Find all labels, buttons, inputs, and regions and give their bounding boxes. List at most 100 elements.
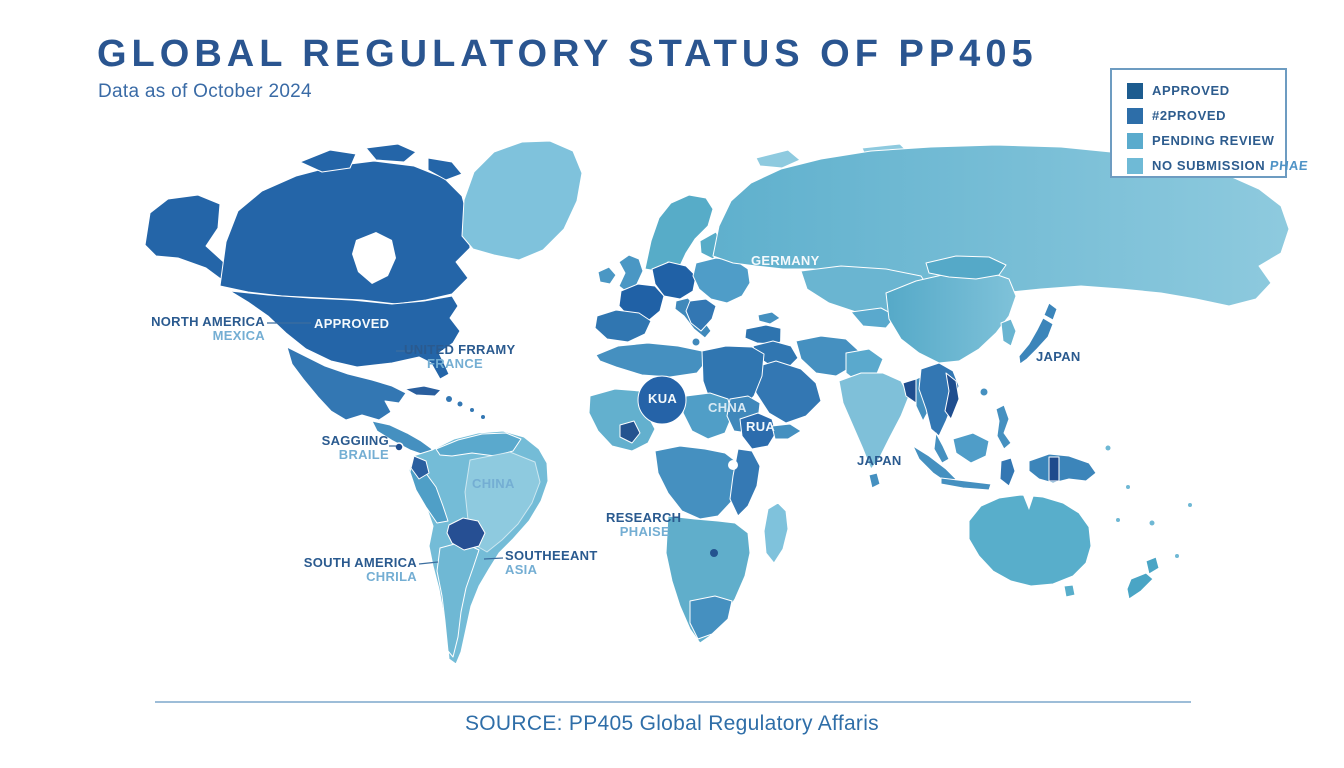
java (940, 477, 992, 491)
map-label-approved-usa: APPROVED (314, 316, 390, 331)
legend-item-no-submission: NO SUBMISSION PHAE (1127, 153, 1309, 178)
mexico (286, 346, 407, 421)
canada (219, 160, 471, 305)
sri-lanka (868, 472, 881, 489)
pacific-islands (1105, 445, 1192, 558)
leader-south-america (418, 561, 439, 565)
arctic-island (365, 143, 417, 163)
map-label-japan-africa: JAPAN (857, 453, 902, 468)
arctic-island (299, 149, 357, 173)
borneo (952, 432, 990, 464)
asia-group (712, 144, 1290, 600)
south-africa-tip (689, 595, 733, 640)
africa-group (588, 342, 802, 644)
new-zealand-south (1126, 572, 1154, 600)
germany (651, 261, 697, 300)
balkans (685, 298, 717, 332)
greenland (461, 140, 583, 261)
ecuador (410, 455, 430, 480)
legend-label: #2PROVED (1152, 108, 1227, 123)
brazil-interior (464, 451, 541, 553)
arctic-isle (755, 149, 801, 169)
label-united-frramy: UNITED FRRAMY (404, 342, 516, 357)
vietnam (944, 372, 960, 420)
korea (1000, 318, 1017, 347)
legend-swatch-2proved (1127, 107, 1143, 124)
label-phaise: PHAISE (619, 524, 670, 539)
australia (968, 494, 1092, 587)
china (885, 270, 1017, 364)
argentina (436, 541, 480, 658)
map-label-south-america: SOUTH AMERICA CHRILA (288, 556, 417, 584)
paraguay (446, 517, 486, 551)
map-label-research-phase: RESEARCH PHAISE (606, 510, 682, 539)
source-text: SOURCE: PP405 Global Regulatory Affaris (464, 712, 879, 735)
label-france: FRANCE (427, 356, 483, 371)
new-guinea-dark-stripe (1048, 456, 1060, 482)
legend-swatch-approved (1127, 82, 1143, 99)
map-label-china-brazil: CHINA (472, 476, 515, 491)
legend-label: APPROVED (1152, 83, 1230, 98)
page-subtitle: Data as of October 2024 (98, 81, 312, 102)
legend-swatch-no-submission (1127, 157, 1143, 174)
map-landmasses (144, 140, 1290, 665)
map-label-united-frramy: UNITED FRRAMY FRANCE (404, 342, 516, 371)
map-marker-dot (394, 442, 404, 452)
taiwan (979, 387, 989, 397)
map-label-japan-east: JAPAN (1036, 349, 1081, 364)
legend-item-approved: APPROVED (1127, 78, 1285, 103)
mongolia (925, 255, 1007, 280)
ethiopia (739, 412, 777, 450)
map-label-rua: RUA (746, 419, 776, 434)
south-america-group (394, 430, 549, 665)
label-chrila: CHRILA (366, 569, 417, 584)
madagascar (763, 502, 789, 564)
footer-divider (155, 701, 1191, 703)
horn-of-africa (771, 423, 802, 440)
northwest-africa (595, 342, 707, 378)
hudson-bay (352, 232, 396, 284)
malay-peninsula (933, 432, 950, 464)
caribbean-island (457, 401, 463, 407)
map-label-germany: GERMANY (751, 253, 820, 268)
label-southeeant: SOUTHEEANT (505, 548, 598, 563)
label-braile: BRAILE (338, 447, 389, 462)
label-research: RESEARCH (606, 510, 682, 525)
arctic-island (427, 157, 463, 181)
legend-label: PENDING REVIEW (1152, 133, 1275, 148)
philippines (995, 404, 1012, 450)
gulf-of-carpentaria (1023, 495, 1034, 510)
japan-north (1043, 302, 1058, 321)
caribbean-island (481, 415, 485, 419)
caribbean-island (446, 396, 452, 402)
ireland (597, 266, 617, 285)
europe-group (594, 194, 790, 347)
legend-swatch-pending-review (1127, 132, 1143, 149)
dark-patch (710, 549, 718, 557)
niger-dark-region (637, 375, 687, 425)
legend-item-2proved: #2PROVED (1127, 103, 1285, 128)
iberia (594, 309, 652, 343)
cuba (404, 385, 442, 397)
label-north-america: NORTH AMERICA (151, 314, 265, 329)
legend-label: NO SUBMISSION (1152, 158, 1266, 173)
map-label-saggiing: SAGGIING BRAILE (296, 434, 389, 462)
usa (229, 290, 461, 380)
eastern-europe (692, 257, 751, 304)
map-label-kua: KUA (648, 391, 678, 406)
legend-box: APPROVED #2PROVED PENDING REVIEW NO SUBM… (1110, 68, 1309, 178)
sicily (691, 337, 701, 347)
label-saggiing: SAGGIING (321, 433, 389, 448)
map-label-chna: CHNA (708, 400, 747, 415)
new-zealand-north (1145, 556, 1160, 575)
sumatra (912, 445, 957, 485)
label-mexica: MEXICA (212, 328, 265, 343)
sulawesi (999, 457, 1016, 487)
caribbean-island (470, 408, 474, 412)
saudi-arabia (748, 360, 822, 424)
lake-victoria (728, 460, 738, 470)
caucasus (757, 311, 781, 325)
map-label-southeeant: SOUTHEEANT ASIA (505, 549, 598, 577)
ghana-dark-patch (619, 420, 641, 444)
